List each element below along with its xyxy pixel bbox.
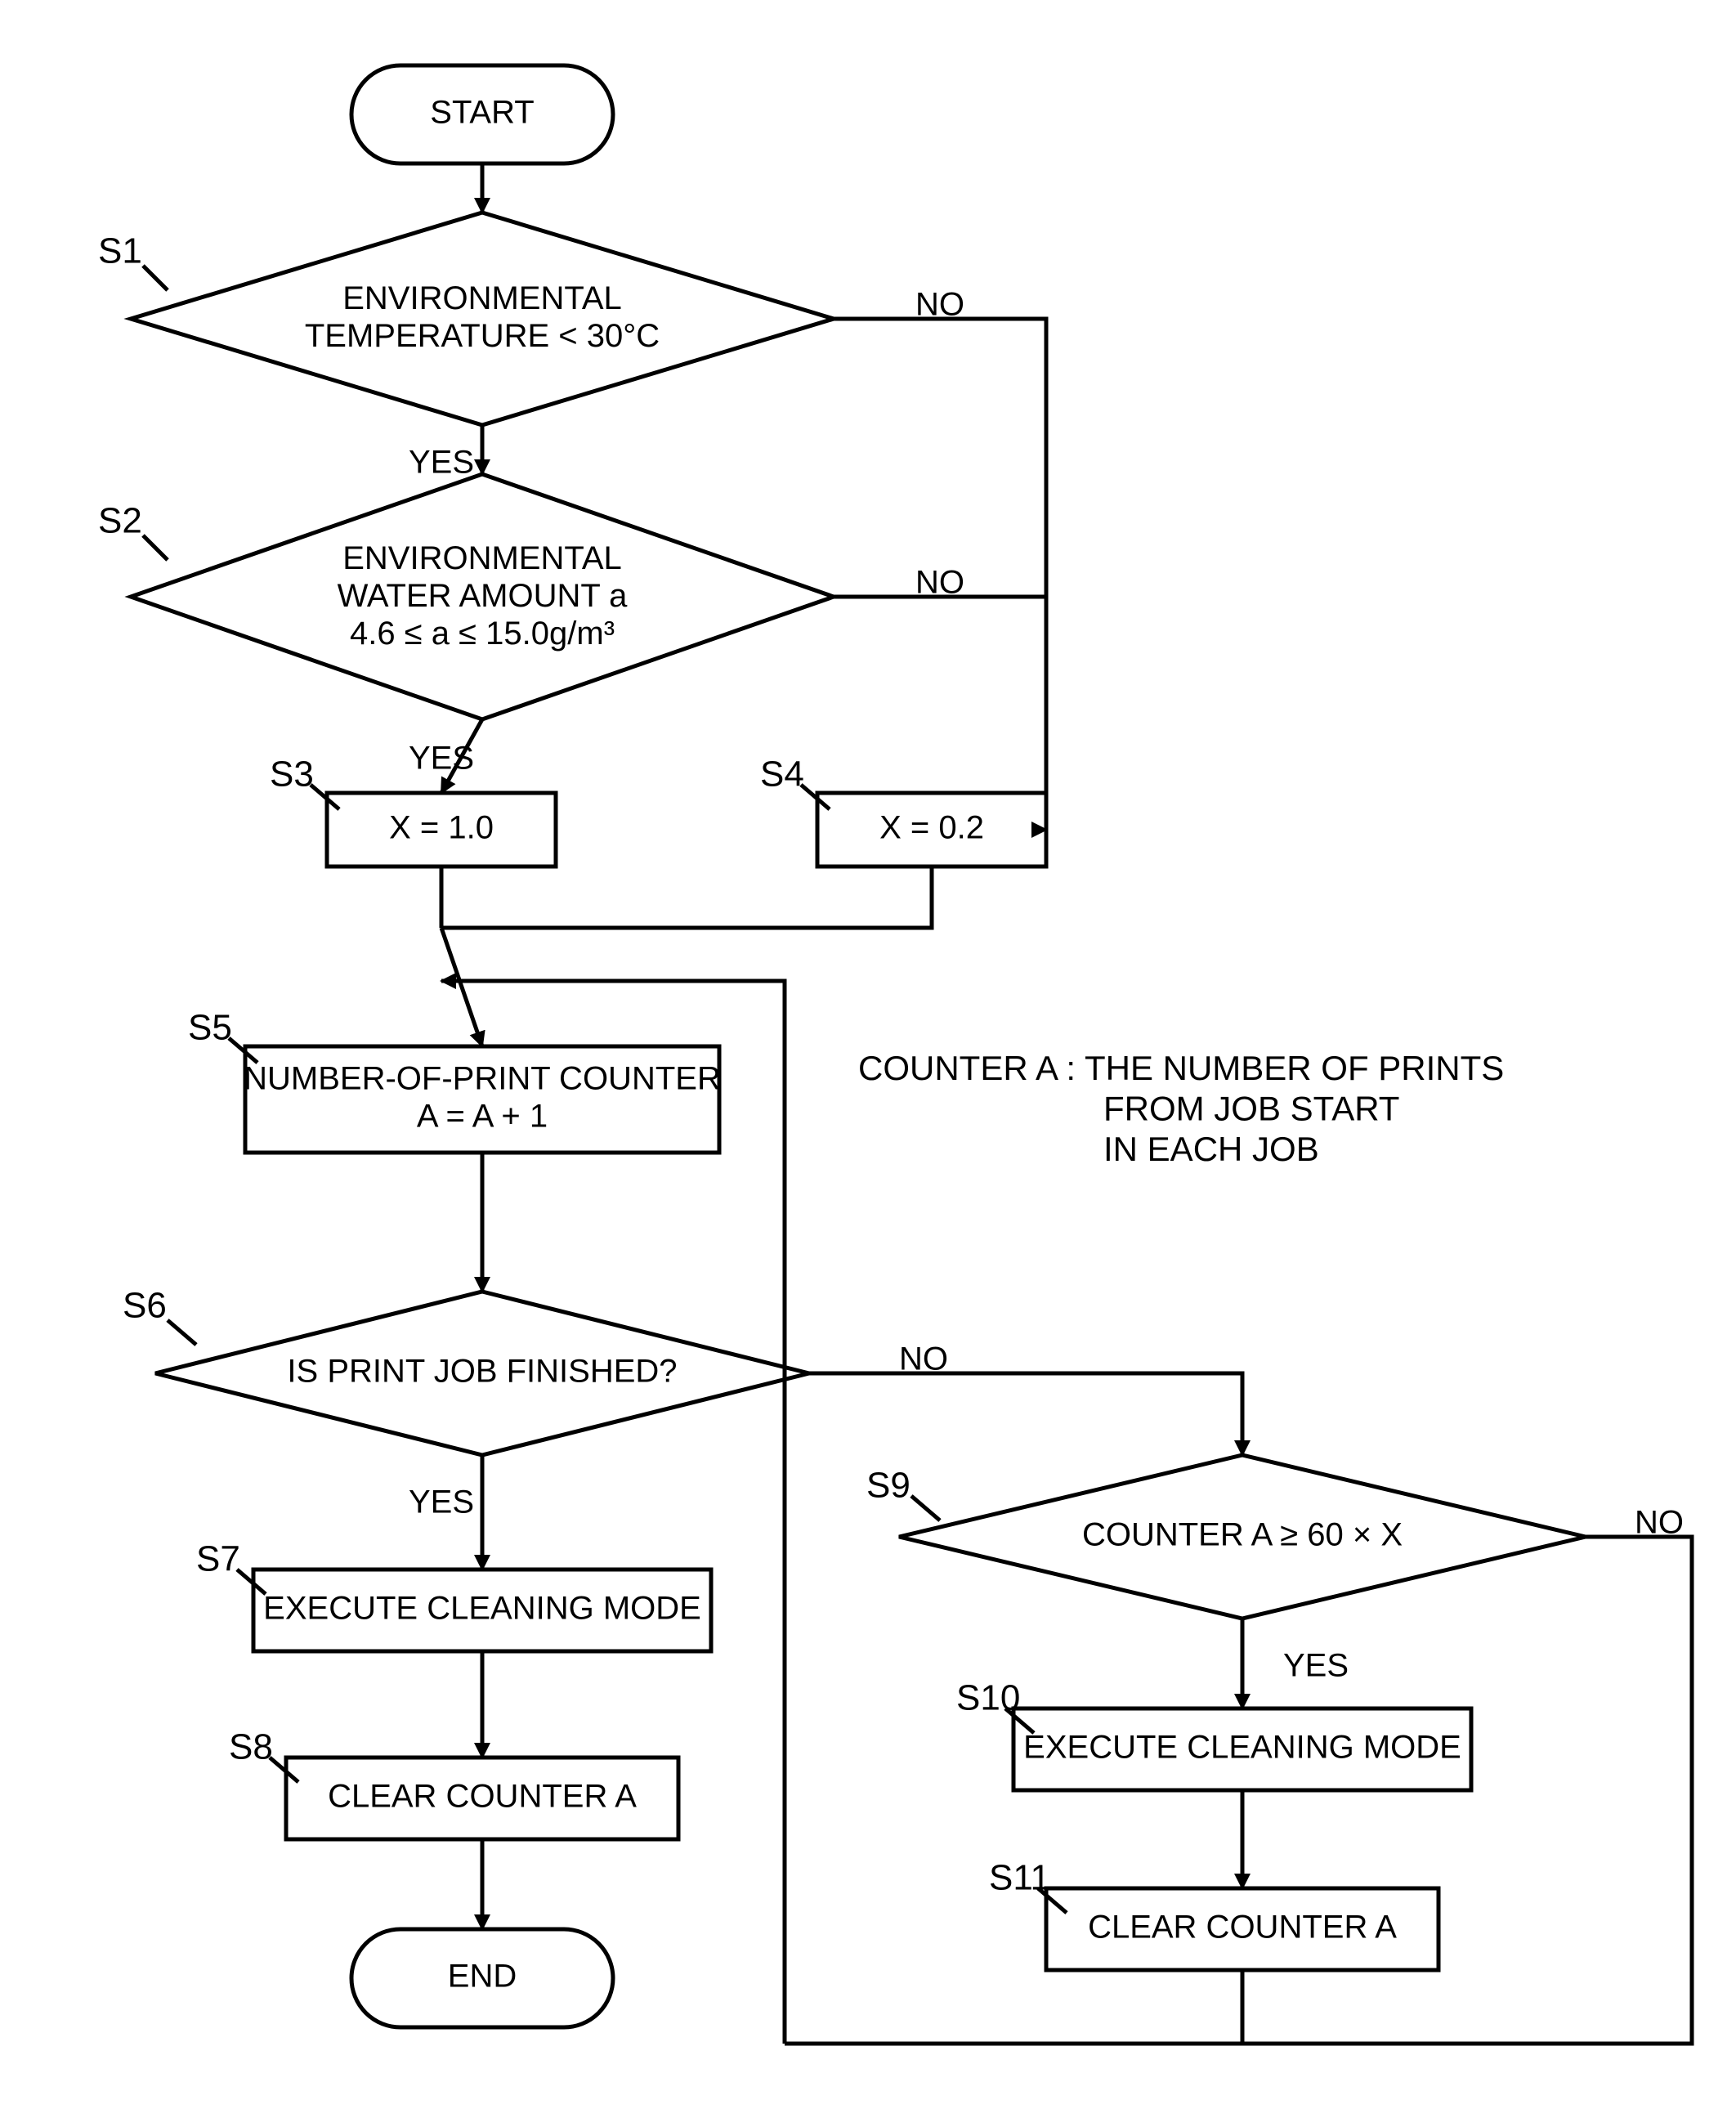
svg-text:A = A + 1: A = A + 1 (417, 1099, 548, 1135)
svg-text:S5: S5 (188, 1008, 232, 1048)
svg-text:S7: S7 (196, 1539, 240, 1579)
svg-text:NO: NO (1635, 1505, 1684, 1541)
svg-text:CLEAR COUNTER A: CLEAR COUNTER A (1088, 1910, 1397, 1946)
svg-text:NO: NO (899, 1341, 948, 1377)
svg-text:YES: YES (409, 1484, 474, 1520)
svg-text:X = 1.0: X = 1.0 (389, 810, 494, 846)
svg-text:IS PRINT JOB FINISHED?: IS PRINT JOB FINISHED? (287, 1354, 677, 1390)
svg-text:EXECUTE CLEANING MODE: EXECUTE CLEANING MODE (1023, 1730, 1461, 1766)
svg-text:COUNTER A : THE NUMBER OF PRIN: COUNTER A : THE NUMBER OF PRINTS (858, 1049, 1504, 1087)
svg-text:S4: S4 (760, 755, 804, 795)
svg-text:EXECUTE CLEANING MODE: EXECUTE CLEANING MODE (263, 1591, 701, 1627)
svg-text:YES: YES (1283, 1648, 1349, 1684)
svg-text:YES: YES (409, 741, 474, 777)
svg-text:FROM JOB START: FROM JOB START (1103, 1090, 1399, 1128)
svg-text:X = 0.2: X = 0.2 (879, 810, 984, 846)
svg-text:S8: S8 (229, 1727, 273, 1767)
svg-text:WATER AMOUNT a: WATER AMOUNT a (338, 578, 629, 614)
svg-text:S2: S2 (98, 501, 142, 541)
svg-text:CLEAR COUNTER A: CLEAR COUNTER A (328, 1779, 637, 1815)
svg-text:COUNTER A ≥ 60 × X: COUNTER A ≥ 60 × X (1082, 1517, 1403, 1553)
svg-text:END: END (448, 1959, 517, 1995)
svg-text:NO: NO (915, 287, 964, 323)
svg-text:4.6 ≤ a ≤ 15.0g/m³: 4.6 ≤ a ≤ 15.0g/m³ (350, 616, 615, 652)
svg-text:NUMBER-OF-PRINT COUNTER: NUMBER-OF-PRINT COUNTER (244, 1061, 721, 1097)
svg-text:IN EACH JOB: IN EACH JOB (1103, 1130, 1319, 1168)
svg-text:S9: S9 (866, 1466, 911, 1506)
svg-text:ENVIRONMENTAL: ENVIRONMENTAL (342, 540, 622, 576)
svg-text:S3: S3 (270, 755, 314, 795)
svg-text:ENVIRONMENTAL: ENVIRONMENTAL (342, 280, 622, 316)
svg-text:YES: YES (409, 445, 474, 481)
svg-text:NO: NO (915, 565, 964, 601)
svg-text:START: START (430, 95, 534, 131)
svg-text:TEMPERATURE < 30°C: TEMPERATURE < 30°C (305, 318, 660, 354)
svg-text:S6: S6 (123, 1286, 167, 1326)
svg-text:S1: S1 (98, 231, 142, 271)
